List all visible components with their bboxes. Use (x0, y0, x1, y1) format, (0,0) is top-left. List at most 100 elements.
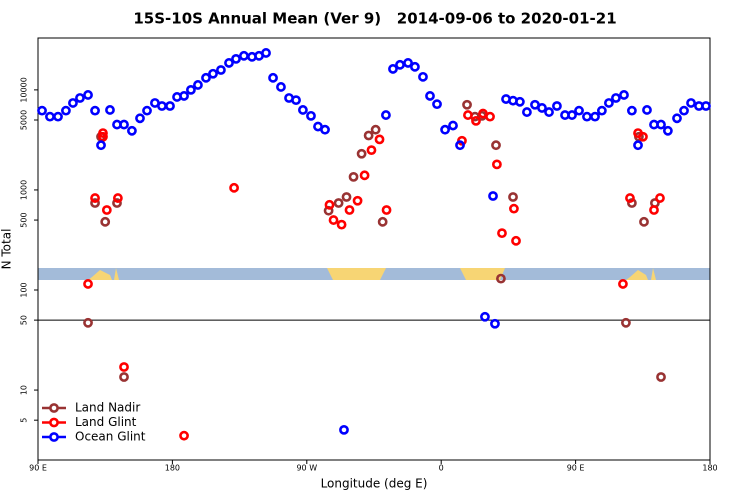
point (537, 103, 547, 113)
point (639, 216, 649, 227)
y-tick-label: 100 (20, 282, 29, 297)
point (448, 120, 458, 131)
point (432, 99, 442, 110)
point (625, 193, 635, 203)
point (336, 219, 347, 230)
point (374, 134, 385, 145)
series (83, 108, 665, 441)
point (186, 84, 196, 95)
point (455, 140, 465, 151)
point (96, 140, 106, 151)
y-tick-label: 1000 (20, 180, 29, 200)
point (662, 125, 673, 136)
map-strip (38, 268, 710, 280)
point (381, 110, 391, 120)
plot-frame (37, 37, 711, 461)
point (656, 119, 666, 130)
point (83, 279, 93, 289)
legend-marker (49, 417, 59, 428)
point (508, 192, 518, 202)
point (370, 124, 381, 135)
point (135, 113, 145, 124)
point (496, 273, 506, 284)
point (306, 110, 316, 121)
y-tick-label: 5000 (20, 110, 29, 130)
point (488, 191, 498, 201)
point (649, 205, 659, 215)
point (492, 159, 502, 170)
point (298, 105, 308, 115)
legend-label: Land Glint (75, 415, 137, 429)
y-axis-label: N Total (0, 229, 14, 270)
point (626, 198, 637, 208)
point (626, 105, 637, 116)
point (672, 113, 682, 124)
y-tick-label: 500 (20, 212, 29, 227)
x-tick-label: 180 (165, 464, 180, 473)
point (201, 72, 211, 83)
chart-title: 15S-10S Annual Mean (Ver 9) 2014-09-06 t… (133, 10, 616, 28)
point (491, 140, 501, 151)
point (655, 193, 665, 203)
point (485, 111, 495, 122)
point (359, 170, 370, 181)
point (642, 105, 652, 115)
point (333, 198, 344, 208)
point (142, 105, 152, 116)
legend-label: Land Nadir (75, 401, 140, 415)
point (403, 58, 413, 68)
legend-marker (49, 403, 59, 413)
point (268, 72, 278, 83)
point (619, 90, 629, 100)
land-strip (626, 270, 648, 280)
point (480, 311, 490, 322)
point (348, 172, 359, 182)
y-tick-label: 10000 (20, 77, 29, 102)
point (68, 98, 78, 108)
point (462, 99, 472, 110)
series (37, 48, 711, 435)
point (119, 119, 129, 130)
y-tick-label: 5 (20, 418, 29, 423)
point (509, 203, 519, 214)
point (112, 198, 122, 208)
point (418, 71, 428, 82)
x-tick-label: 90 W (296, 464, 317, 473)
point (410, 61, 420, 72)
point (179, 430, 189, 441)
point (497, 228, 507, 239)
point (208, 68, 218, 79)
point (522, 107, 532, 117)
point (425, 91, 435, 101)
point (112, 193, 123, 203)
point (638, 131, 648, 142)
point (324, 199, 335, 210)
point (90, 193, 100, 203)
x-tick-label: 0 (439, 464, 444, 473)
point (356, 148, 367, 159)
x-tick-label: 90 E (29, 464, 47, 473)
point (552, 101, 562, 111)
point (224, 58, 234, 68)
point (90, 105, 100, 116)
legend-label: Ocean Glint (75, 430, 146, 444)
point (328, 215, 339, 225)
point (127, 125, 137, 136)
point (490, 318, 500, 329)
point (276, 82, 286, 92)
point (686, 98, 696, 108)
point (618, 279, 628, 289)
land-strip (651, 268, 656, 280)
point (611, 93, 621, 103)
point (165, 101, 175, 111)
point (98, 128, 108, 138)
x-tick-label: 90 E (567, 464, 585, 473)
point (216, 65, 226, 75)
point (179, 91, 189, 101)
point (471, 115, 481, 126)
point (231, 54, 241, 64)
y-tick-label: 50 (20, 315, 29, 325)
point (344, 205, 355, 215)
point (590, 111, 600, 122)
